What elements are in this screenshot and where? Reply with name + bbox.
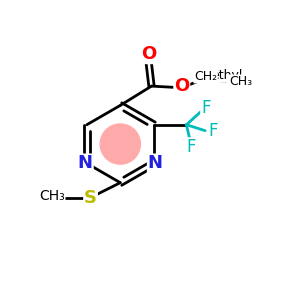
Text: F: F [201,99,211,117]
Text: N: N [148,154,163,172]
Text: ethyl: ethyl [212,69,243,82]
Text: CH₃: CH₃ [229,75,252,88]
Text: F: F [208,122,218,140]
Text: N: N [78,154,93,172]
Text: O: O [141,45,156,63]
Text: CH₂: CH₂ [194,70,217,83]
Text: O: O [174,77,189,95]
Text: CH₃: CH₃ [39,189,65,203]
Text: S: S [84,189,97,207]
Text: F: F [186,138,196,156]
Circle shape [100,124,140,164]
